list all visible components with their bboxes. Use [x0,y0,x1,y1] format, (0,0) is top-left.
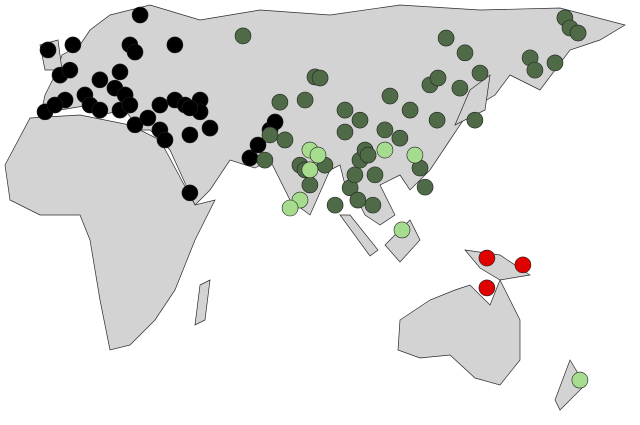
site-dot [393,221,411,239]
site-dot [201,119,219,137]
site-dot [61,61,79,79]
site-dot [126,43,144,61]
site-dot [234,27,252,45]
site-dot [309,146,327,164]
site-dot [456,44,474,62]
site-dot [336,101,354,119]
site-dot [151,96,169,114]
site-dot [451,79,469,97]
site-dot [416,178,434,196]
land [4,4,626,411]
site-dot [276,131,294,149]
site-dot [166,36,184,54]
site-dot [249,136,267,154]
site-dot [181,126,199,144]
site-dot [571,371,589,389]
site-dot [346,166,364,184]
site-dot [91,101,109,119]
site-dot [46,96,64,114]
site-dot [296,91,314,109]
site-dot [478,279,496,297]
site-dot [546,54,564,72]
site-dot [359,146,377,164]
site-dot [301,176,319,194]
site-dot [526,61,544,79]
site-dot [437,29,455,47]
australia [397,279,521,386]
africa [4,114,216,351]
site-dot [366,166,384,184]
site-dot [471,64,489,82]
site-dot [301,161,319,179]
site-dot [514,256,532,274]
site-dot [281,199,299,217]
site-dot [466,111,484,129]
site-dot [121,96,139,114]
site-dot [111,63,129,81]
site-dot [391,129,409,147]
site-dot [326,196,344,214]
site-dot [39,41,57,59]
site-dot [478,249,496,267]
madagascar [194,279,211,326]
site-dot [139,109,157,127]
site-dot [376,141,394,159]
site-dot [406,146,424,164]
site-dot [351,111,369,129]
site-dot [569,24,587,42]
site-dot [131,6,149,24]
site-dot [364,196,382,214]
site-dot [156,131,174,149]
site-dot [349,191,367,209]
site-dot [311,69,329,87]
site-dot [181,99,199,117]
site-dot [261,126,279,144]
site-dot [271,93,289,111]
site-dot [376,121,394,139]
site-dot [64,36,82,54]
site-dot [256,151,274,169]
site-dot [91,71,109,89]
site-dot [126,116,144,134]
site-dot [181,184,199,202]
site-dot [428,111,446,129]
site-dot [429,69,447,87]
sumatra [339,214,379,257]
site-dot [381,87,399,105]
site-dot [336,123,354,141]
site-dot [401,101,419,119]
